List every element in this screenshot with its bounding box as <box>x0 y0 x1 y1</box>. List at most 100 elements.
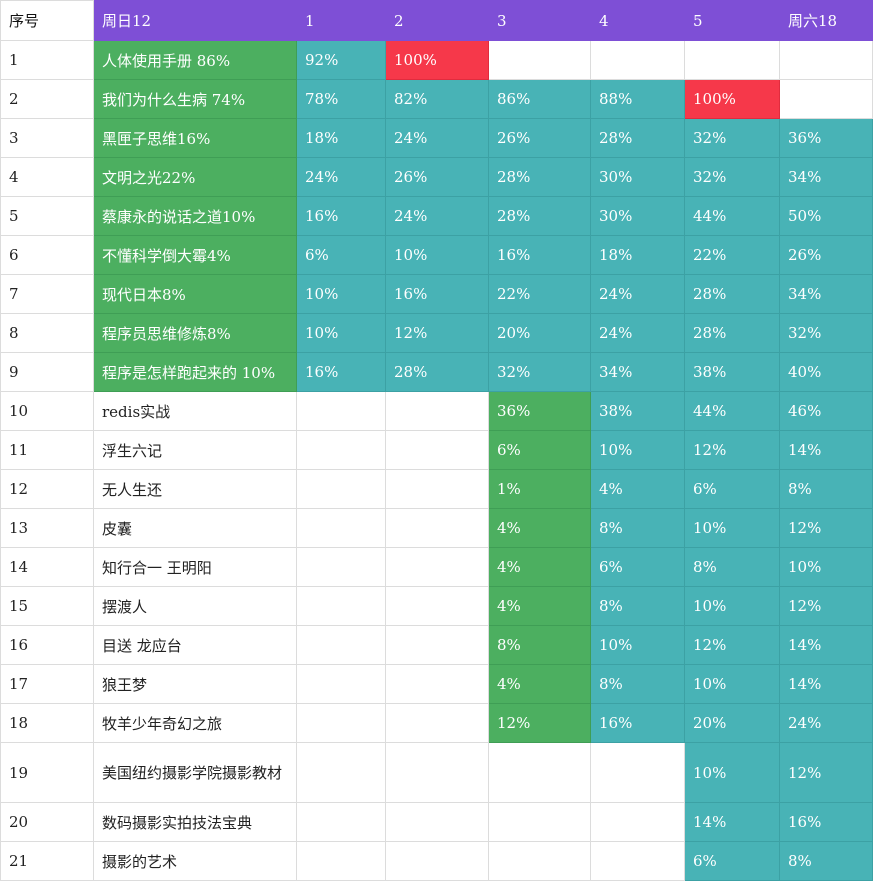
book-title-cell: 皮囊 <box>93 508 297 548</box>
book-title-cell: 狼王梦 <box>93 664 297 704</box>
book-title-cell: 人体使用手册 86% <box>93 40 297 80</box>
row-index-cell: 8 <box>0 313 94 353</box>
progress-cell: 10% <box>590 625 685 665</box>
progress-cell <box>296 430 386 470</box>
progress-cell <box>296 625 386 665</box>
progress-cell: 28% <box>488 157 591 197</box>
progress-cell: 100% <box>385 40 489 80</box>
progress-cell: 16% <box>296 196 386 236</box>
progress-cell: 14% <box>779 430 873 470</box>
column-header-day: 周六18 <box>779 0 873 41</box>
table-row: 1 人体使用手册 86% 92% 100% <box>0 40 873 80</box>
progress-cell: 86% <box>488 79 591 119</box>
table-row: 14 知行合一 王明阳 4% 6% 8% 10% <box>0 547 873 587</box>
progress-cell: 12% <box>684 430 780 470</box>
column-header-day: 4 <box>590 0 685 41</box>
progress-cell: 30% <box>590 157 685 197</box>
row-index-cell: 7 <box>0 274 94 314</box>
table-body: 1 人体使用手册 86% 92% 100% 2 我们为什么生病 74% 78% 82% 86% 8… <box>0 40 873 881</box>
progress-cell <box>296 547 386 587</box>
progress-cell: 28% <box>684 274 780 314</box>
progress-cell: 8% <box>590 586 685 626</box>
progress-cell: 8% <box>684 547 780 587</box>
progress-cell <box>385 742 489 803</box>
table-row: 4 文明之光22% 24% 26% 28% 30% 32% 34% <box>0 157 873 197</box>
progress-cell: 14% <box>779 625 873 665</box>
progress-cell: 44% <box>684 391 780 431</box>
progress-cell: 10% <box>779 547 873 587</box>
table-row: 11 浮生六记 6% 10% 12% 14% <box>0 430 873 470</box>
progress-cell: 34% <box>590 352 685 392</box>
book-title-cell: 摄影的艺术 <box>93 841 297 881</box>
table-row: 13 皮囊 4% 8% 10% 12% <box>0 508 873 548</box>
progress-cell: 6% <box>590 547 685 587</box>
progress-cell <box>385 430 489 470</box>
progress-cell: 78% <box>296 79 386 119</box>
progress-cell: 32% <box>779 313 873 353</box>
progress-cell: 10% <box>296 313 386 353</box>
progress-cell: 16% <box>385 274 489 314</box>
book-title-cell: 摆渡人 <box>93 586 297 626</box>
row-index-cell: 3 <box>0 118 94 158</box>
book-title-cell: 不懂科学倒大霉4% <box>93 235 297 275</box>
progress-cell: 36% <box>488 391 591 431</box>
table-header-row: 序号 周日12 1 2 3 4 5 周六18 <box>0 0 873 41</box>
book-title-cell: 目送 龙应台 <box>93 625 297 665</box>
progress-cell: 24% <box>385 118 489 158</box>
book-title-cell: 黑匣子思维16% <box>93 118 297 158</box>
progress-cell <box>684 40 780 80</box>
row-index-cell: 5 <box>0 196 94 236</box>
progress-cell <box>385 841 489 881</box>
progress-cell: 12% <box>779 586 873 626</box>
table-row: 21 摄影的艺术 6% 8% <box>0 841 873 881</box>
progress-cell: 30% <box>590 196 685 236</box>
progress-cell <box>488 841 591 881</box>
table-row: 20 数码摄影实拍技法宝典 14% 16% <box>0 802 873 842</box>
table-row: 8 程序员思维修炼8% 10% 12% 20% 24% 28% 32% <box>0 313 873 353</box>
table-row: 6 不懂科学倒大霉4% 6% 10% 16% 18% 22% 26% <box>0 235 873 275</box>
column-header-day: 2 <box>385 0 489 41</box>
row-index-cell: 9 <box>0 352 94 392</box>
progress-cell <box>590 742 685 803</box>
table-row: 3 黑匣子思维16% 18% 24% 26% 28% 32% 36% <box>0 118 873 158</box>
progress-cell: 24% <box>590 313 685 353</box>
progress-cell: 10% <box>684 508 780 548</box>
row-index-cell: 10 <box>0 391 94 431</box>
book-title-cell: 无人生还 <box>93 469 297 509</box>
row-index-cell: 21 <box>0 841 94 881</box>
progress-cell: 46% <box>779 391 873 431</box>
progress-cell: 36% <box>779 118 873 158</box>
progress-cell <box>385 508 489 548</box>
progress-cell: 6% <box>488 430 591 470</box>
table-row: 9 程序是怎样跑起来的 10% 16% 28% 32% 34% 38% 40% <box>0 352 873 392</box>
book-title-cell: 程序是怎样跑起来的 10% <box>93 352 297 392</box>
table-row: 15 摆渡人 4% 8% 10% 12% <box>0 586 873 626</box>
progress-cell: 18% <box>590 235 685 275</box>
table-row: 7 现代日本8% 10% 16% 22% 24% 28% 34% <box>0 274 873 314</box>
progress-cell <box>385 802 489 842</box>
row-index-cell: 16 <box>0 625 94 665</box>
progress-cell <box>385 625 489 665</box>
progress-cell: 22% <box>488 274 591 314</box>
progress-cell: 6% <box>684 469 780 509</box>
progress-cell <box>296 742 386 803</box>
progress-cell <box>296 586 386 626</box>
row-index-cell: 12 <box>0 469 94 509</box>
progress-cell <box>779 40 873 80</box>
book-title-cell: 浮生六记 <box>93 430 297 470</box>
progress-cell: 16% <box>488 235 591 275</box>
table-row: 12 无人生还 1% 4% 6% 8% <box>0 469 873 509</box>
progress-cell: 38% <box>684 352 780 392</box>
progress-cell <box>385 703 489 743</box>
progress-cell: 10% <box>684 664 780 704</box>
progress-cell: 20% <box>488 313 591 353</box>
progress-cell: 6% <box>296 235 386 275</box>
progress-cell <box>385 586 489 626</box>
progress-cell <box>488 40 591 80</box>
column-header-day: 5 <box>684 0 780 41</box>
progress-cell <box>488 742 591 803</box>
row-index-cell: 6 <box>0 235 94 275</box>
progress-cell: 32% <box>684 118 780 158</box>
progress-cell <box>779 79 873 119</box>
progress-cell <box>590 40 685 80</box>
